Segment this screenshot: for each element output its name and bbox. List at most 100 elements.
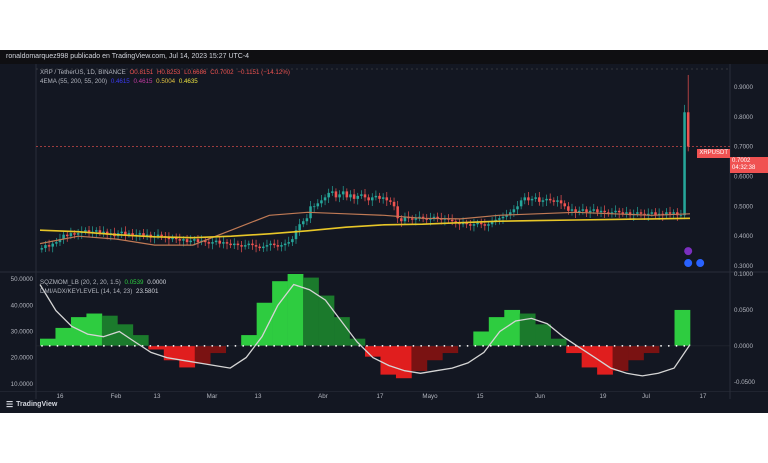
squeeze-dot: [234, 344, 237, 347]
candle-body: [160, 234, 163, 237]
squeeze-dot: [188, 344, 190, 347]
ema-slow-line: [39, 217, 691, 239]
candle-body: [541, 200, 545, 202]
candle-body: [559, 200, 563, 204]
candle-body: [592, 209, 596, 211]
squeeze-dot: [48, 344, 51, 347]
candle-body: [182, 239, 185, 241]
candle-body: [636, 212, 639, 214]
candle-body: [392, 201, 396, 207]
adx-axis-tick: 40.0000: [11, 302, 34, 309]
chart-canvas[interactable]: 0.3000 0.4000 0.5000 0.6000 0.7000 0.8000 0.90…: [0, 64, 768, 413]
squeeze-bar: [86, 313, 103, 346]
squeeze-dot: [41, 344, 43, 347]
squeeze-dot: [513, 344, 515, 347]
time-axis-tick: 19: [600, 393, 607, 400]
price-axis-tick: 0.9000: [734, 84, 753, 91]
squeeze-bar: [318, 295, 335, 346]
candle-body: [167, 237, 171, 240]
candle-body: [519, 200, 523, 207]
candle-body: [73, 233, 76, 235]
squeeze-bar: [303, 277, 319, 346]
candle-body: [236, 243, 240, 246]
candle-body: [138, 233, 142, 235]
squeeze-bar: [473, 331, 490, 346]
candle-body: [69, 233, 73, 237]
publish-line: ronaldomarquez998 publicado en TradingVi…: [6, 53, 250, 60]
candle-body: [316, 203, 320, 207]
candle-body: [617, 210, 621, 213]
price-tag-price: 0.7002: [730, 157, 768, 166]
squeeze-dot: [590, 344, 593, 347]
candle-body: [334, 191, 338, 198]
time-axis-tick: 16: [57, 393, 64, 400]
candle-body: [414, 218, 418, 220]
squeeze-dot: [203, 344, 206, 347]
candle-body: [581, 209, 585, 211]
candle-body: [665, 212, 668, 216]
candle-body: [276, 245, 280, 247]
candle-body: [131, 233, 134, 237]
candle-body: [570, 209, 574, 211]
candle-body: [530, 198, 534, 201]
candle-body: [247, 243, 251, 246]
candle-body: [476, 222, 479, 225]
sqz-axis-tick: 0.0000: [734, 343, 753, 350]
squeeze-dot: [381, 344, 384, 347]
sqz-value-2: 0.0000: [147, 279, 167, 286]
sqz-axis-tick: 0.1000: [734, 271, 753, 278]
candle-body: [87, 230, 91, 234]
squeeze-dot: [335, 344, 337, 347]
candle-body: [599, 210, 603, 213]
squeeze-dot: [327, 344, 330, 347]
candle-body: [145, 234, 149, 237]
squeeze-dot: [250, 344, 252, 347]
tradingview-logo[interactable]: ☰ TradingView: [6, 400, 57, 409]
squeeze-dot: [288, 344, 291, 347]
candle-body: [381, 197, 385, 199]
time-axis-tick: Mayo: [422, 393, 438, 400]
sqz-legend: SQZMOM_LB (20, 2, 20, 1.5) 0.0539 0.0000: [40, 279, 168, 287]
candle-body: [102, 231, 105, 234]
candle-body: [378, 195, 381, 199]
squeeze-bar: [194, 345, 211, 364]
squeeze-dot: [528, 344, 531, 347]
candle-body: [356, 195, 360, 199]
squeeze-dot: [474, 344, 477, 347]
candle-body: [639, 212, 643, 214]
squeeze-dot: [257, 344, 260, 347]
candle-body: [331, 191, 334, 193]
candle-body: [654, 212, 657, 216]
candle-body: [58, 239, 62, 243]
squeeze-bar: [674, 309, 691, 346]
squeeze-dot: [420, 344, 423, 347]
squeeze-dot: [126, 344, 129, 347]
candle-body: [156, 234, 160, 237]
candle-body: [222, 242, 225, 244]
candle-body: [523, 197, 527, 201]
candle-body: [98, 230, 102, 234]
time-axis-tick: Jun: [535, 393, 546, 400]
candle-body: [603, 210, 606, 213]
legend-change: −0.1151 (−14.12%): [237, 69, 290, 76]
candle-body: [262, 246, 265, 249]
adx-line: [39, 283, 691, 377]
squeeze-dot: [265, 344, 268, 347]
squeeze-dot: [319, 344, 322, 347]
candle-body: [55, 242, 58, 244]
candle-body: [490, 221, 494, 225]
squeeze-bar: [566, 345, 582, 354]
candle-body: [385, 197, 389, 201]
squeeze-dot: [389, 344, 392, 347]
squeeze-dot: [551, 344, 554, 347]
time-axis-tick: 13: [255, 393, 262, 400]
sqz-label: SQZMOM_LB (20, 2, 20, 1.5): [40, 279, 121, 286]
candle-body: [501, 216, 505, 219]
squeeze-dot: [482, 344, 484, 347]
candle-body: [436, 216, 439, 219]
candle-body: [193, 239, 196, 241]
squeeze-bar: [163, 345, 180, 361]
squeeze-bar: [55, 327, 72, 346]
squeeze-dot: [667, 344, 670, 347]
squeeze-bar: [442, 345, 459, 354]
